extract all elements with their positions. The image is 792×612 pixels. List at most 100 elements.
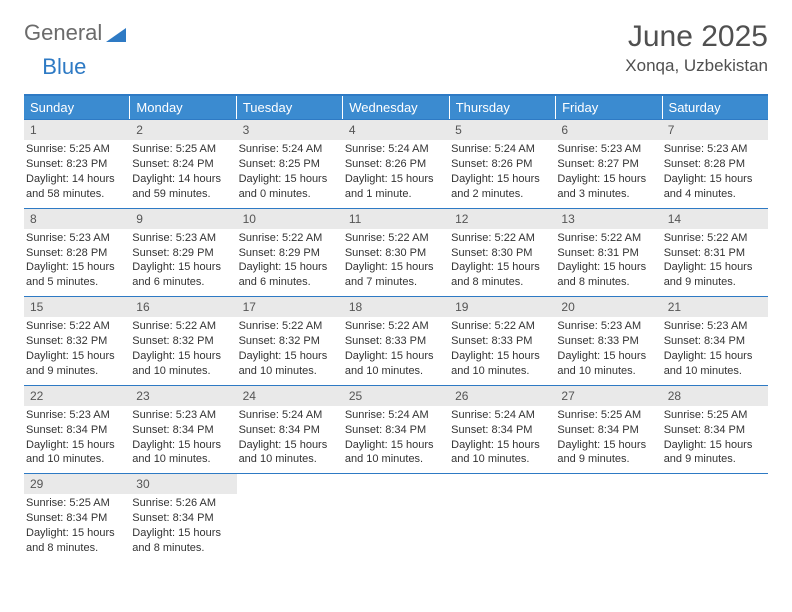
day-line: Sunrise: 5:25 AM <box>26 496 126 511</box>
day-cell: 21Sunrise: 5:23 AMSunset: 8:34 PMDayligh… <box>662 297 768 385</box>
day-line: Sunset: 8:26 PM <box>451 157 551 172</box>
dow-tuesday: Tuesday <box>237 96 343 119</box>
day-line: Daylight: 15 hours <box>664 438 764 453</box>
day-text: Sunrise: 5:22 AMSunset: 8:31 PMDaylight:… <box>555 229 661 290</box>
day-line: and 3 minutes. <box>557 187 657 202</box>
day-cell: 13Sunrise: 5:22 AMSunset: 8:31 PMDayligh… <box>555 209 661 297</box>
day-line: Sunset: 8:34 PM <box>664 423 764 438</box>
day-line: Daylight: 15 hours <box>451 260 551 275</box>
day-line: Daylight: 15 hours <box>132 260 232 275</box>
day-number-empty <box>237 474 343 494</box>
day-line: Sunset: 8:32 PM <box>239 334 339 349</box>
day-line: Sunrise: 5:22 AM <box>345 319 445 334</box>
day-text: Sunrise: 5:22 AMSunset: 8:30 PMDaylight:… <box>343 229 449 290</box>
day-line: Daylight: 15 hours <box>345 260 445 275</box>
day-number: 20 <box>555 297 661 317</box>
day-number: 21 <box>662 297 768 317</box>
day-cell: 10Sunrise: 5:22 AMSunset: 8:29 PMDayligh… <box>237 209 343 297</box>
month-title: June 2025 <box>625 20 768 54</box>
day-number: 5 <box>449 120 555 140</box>
day-line: Sunset: 8:32 PM <box>132 334 232 349</box>
day-line: and 59 minutes. <box>132 187 232 202</box>
day-line: Sunrise: 5:23 AM <box>664 319 764 334</box>
day-line: and 10 minutes. <box>26 452 126 467</box>
day-line: Sunset: 8:34 PM <box>26 511 126 526</box>
dow-wednesday: Wednesday <box>343 96 449 119</box>
day-text: Sunrise: 5:22 AMSunset: 8:32 PMDaylight:… <box>24 317 130 378</box>
day-line: Daylight: 15 hours <box>345 349 445 364</box>
day-line: Sunset: 8:34 PM <box>132 423 232 438</box>
day-text: Sunrise: 5:22 AMSunset: 8:33 PMDaylight:… <box>343 317 449 378</box>
day-line: Sunset: 8:34 PM <box>26 423 126 438</box>
day-number: 30 <box>130 474 236 494</box>
day-line: Daylight: 15 hours <box>451 438 551 453</box>
dow-row: Sunday Monday Tuesday Wednesday Thursday… <box>24 96 768 119</box>
day-number: 28 <box>662 386 768 406</box>
day-number: 27 <box>555 386 661 406</box>
day-text: Sunrise: 5:23 AMSunset: 8:29 PMDaylight:… <box>130 229 236 290</box>
day-line: Sunrise: 5:22 AM <box>26 319 126 334</box>
day-line: Sunset: 8:27 PM <box>557 157 657 172</box>
day-text: Sunrise: 5:22 AMSunset: 8:32 PMDaylight:… <box>130 317 236 378</box>
day-line: Sunset: 8:29 PM <box>132 246 232 261</box>
day-line: Sunset: 8:34 PM <box>239 423 339 438</box>
day-line: and 8 minutes. <box>132 541 232 556</box>
logo: General <box>24 20 126 46</box>
day-cell: 23 Sunrise: 5:23 AMSunset: 8:34 PMDayligh… <box>130 386 236 474</box>
day-line: Sunset: 8:23 PM <box>26 157 126 172</box>
day-line: and 10 minutes. <box>345 452 445 467</box>
day-text: Sunrise: 5:25 AMSunset: 8:34 PMDaylight:… <box>555 406 661 467</box>
day-line: Daylight: 14 hours <box>132 172 232 187</box>
day-number: 11 <box>343 209 449 229</box>
day-line: Sunrise: 5:22 AM <box>239 231 339 246</box>
day-number: 1 <box>24 120 130 140</box>
week-row: 22Sunrise: 5:23 AMSunset: 8:34 PMDayligh… <box>24 385 768 474</box>
day-line: and 6 minutes. <box>132 275 232 290</box>
day-cell: 24Sunrise: 5:24 AMSunset: 8:34 PMDayligh… <box>237 386 343 474</box>
day-line: Sunset: 8:25 PM <box>239 157 339 172</box>
day-line: Daylight: 15 hours <box>345 438 445 453</box>
day-number: 17 <box>237 297 343 317</box>
day-line: Sunrise: 5:24 AM <box>345 142 445 157</box>
day-number: 23 <box>130 386 236 406</box>
dow-sunday: Sunday <box>24 96 130 119</box>
day-line: Sunrise: 5:22 AM <box>451 319 551 334</box>
day-line: Daylight: 15 hours <box>26 526 126 541</box>
day-cell: 2Sunrise: 5:25 AMSunset: 8:24 PMDaylight… <box>130 120 236 208</box>
day-number-empty <box>449 474 555 494</box>
day-line: Daylight: 15 hours <box>345 172 445 187</box>
day-cell: 7Sunrise: 5:23 AMSunset: 8:28 PMDaylight… <box>662 120 768 208</box>
dow-friday: Friday <box>556 96 662 119</box>
day-cell: 14Sunrise: 5:22 AMSunset: 8:31 PMDayligh… <box>662 209 768 297</box>
day-line: and 8 minutes. <box>557 275 657 290</box>
day-line: Sunset: 8:29 PM <box>239 246 339 261</box>
day-cell: 17Sunrise: 5:22 AMSunset: 8:32 PMDayligh… <box>237 297 343 385</box>
day-line: Sunset: 8:33 PM <box>345 334 445 349</box>
day-text: Sunrise: 5:25 AMSunset: 8:34 PMDaylight:… <box>24 494 130 555</box>
week-row: 8Sunrise: 5:23 AMSunset: 8:28 PMDaylight… <box>24 208 768 297</box>
day-line: and 9 minutes. <box>664 275 764 290</box>
day-text: Sunrise: 5:23 AMSunset: 8:27 PMDaylight:… <box>555 140 661 201</box>
day-number: 7 <box>662 120 768 140</box>
day-cell: 12Sunrise: 5:22 AMSunset: 8:30 PMDayligh… <box>449 209 555 297</box>
day-line: Daylight: 15 hours <box>26 260 126 275</box>
day-line: and 10 minutes. <box>345 364 445 379</box>
day-number: 18 <box>343 297 449 317</box>
day-cell: 1Sunrise: 5:25 AMSunset: 8:23 PMDaylight… <box>24 120 130 208</box>
day-line: Sunrise: 5:24 AM <box>239 142 339 157</box>
day-cell <box>449 474 555 562</box>
day-line: Daylight: 15 hours <box>132 438 232 453</box>
day-line: Sunrise: 5:23 AM <box>132 408 232 423</box>
day-text: Sunrise: 5:22 AMSunset: 8:29 PMDaylight:… <box>237 229 343 290</box>
day-line: and 5 minutes. <box>26 275 126 290</box>
day-line: Sunrise: 5:24 AM <box>239 408 339 423</box>
day-line: Sunset: 8:34 PM <box>345 423 445 438</box>
day-line: Sunset: 8:34 PM <box>451 423 551 438</box>
day-text: Sunrise: 5:24 AMSunset: 8:34 PMDaylight:… <box>449 406 555 467</box>
day-line: and 58 minutes. <box>26 187 126 202</box>
day-text: Sunrise: 5:22 AMSunset: 8:33 PMDaylight:… <box>449 317 555 378</box>
day-number: 3 <box>237 120 343 140</box>
day-cell <box>555 474 661 562</box>
day-number-empty <box>343 474 449 494</box>
day-cell: 26Sunrise: 5:24 AMSunset: 8:34 PMDayligh… <box>449 386 555 474</box>
